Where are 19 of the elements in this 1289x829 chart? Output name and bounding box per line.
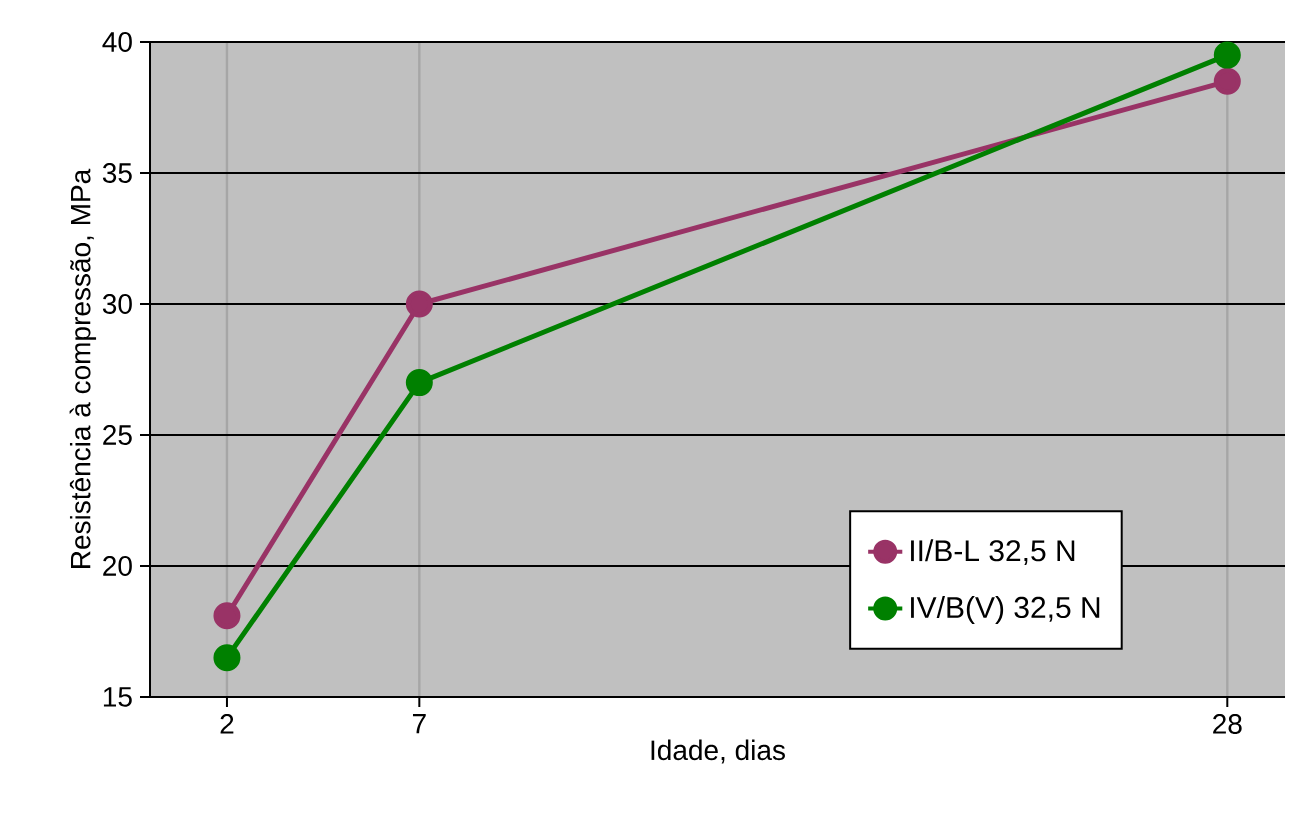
y-tick-label: 35 [102, 163, 132, 183]
x-tick-label: 28 [1213, 714, 1242, 734]
point [213, 602, 241, 630]
x-tick-label: 2 [220, 714, 234, 734]
y-axis-title: Resistência à compressão, MPa [69, 168, 97, 568]
legend-label: IV/B(V) 32,5 N [911, 596, 1100, 625]
point [1213, 67, 1241, 95]
point [405, 369, 433, 397]
point [213, 644, 241, 672]
y-tick-label: 40 [102, 32, 132, 52]
y-tick-label: 25 [103, 425, 132, 445]
legend-label: II/B-L 32,5 N [911, 539, 1075, 565]
point [405, 290, 433, 318]
y-tick-label: 30 [102, 294, 132, 314]
y-tick-label: 20 [103, 556, 132, 576]
x-axis-title: Idade, dias [651, 739, 785, 764]
x-tick-label: 7 [412, 714, 426, 734]
y-tick-label: 15 [103, 687, 132, 707]
point [1213, 41, 1241, 69]
